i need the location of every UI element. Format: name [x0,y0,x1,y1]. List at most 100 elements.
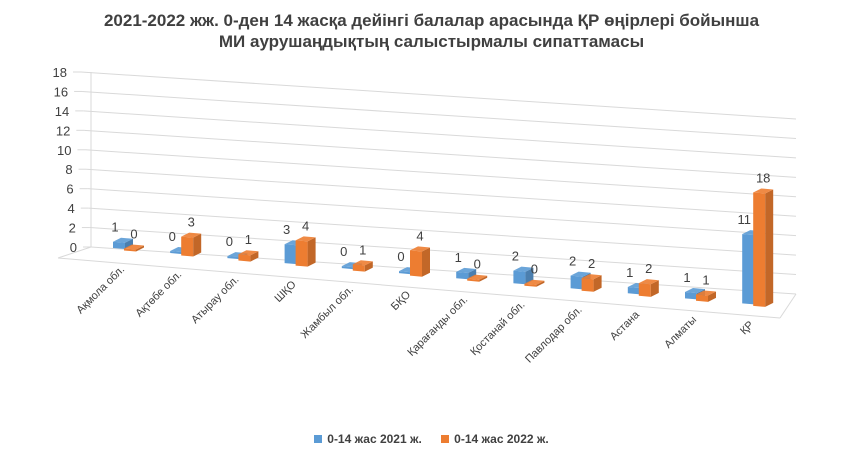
data-label: 1 [683,270,690,285]
bar-2022 [295,236,316,267]
bar-side-face [468,268,477,280]
gridline [86,168,797,217]
y-tick-label: 18 [53,65,67,80]
bar-front-face [570,275,583,290]
bar-2022 [467,274,488,282]
legend-label-series-1: 0-14 жас 2021 ж. [327,432,422,446]
bar-side-face [136,245,144,252]
legend-item-series-1: 0-14 жас 2021 ж. [314,432,422,446]
floor-edge-left [57,246,92,259]
category-label: Павлодар обл. [523,304,585,366]
bar-side-face [479,275,488,282]
category-label: ҚР [738,319,756,337]
bar-front-face [227,256,240,260]
data-label: 11 [737,212,751,227]
bar-front-face [410,250,422,277]
legend-label-series-2: 0-14 жас 2022 ж. [454,432,549,446]
category-label: Астана [608,308,643,343]
bar-front-face [399,271,411,275]
data-label: 2 [512,249,519,264]
bar-side-face [250,251,259,262]
chart-legend: 0-14 жас 2021 ж. 0-14 жас 2022 ж. [0,432,863,446]
data-label: 1 [702,273,709,288]
gridline [87,188,797,237]
bar-side-face [364,261,373,272]
bar-2022 [696,290,716,302]
bar-front-face [581,278,594,292]
bar-side-face [593,275,602,292]
category-label: Ақтөбе обл. [133,269,184,320]
floor-edge-right [779,293,797,319]
gridline [82,90,797,139]
bar-front-face [524,283,537,287]
chart-title: 2021-2022 жж. 0-ден 14 жасқа дейінгі бал… [0,10,863,52]
bar-front-face [170,251,183,255]
gridline [89,227,797,276]
gridline [85,149,797,198]
data-label: 1 [111,220,118,235]
data-label: 2 [569,254,576,269]
bar-front-face [456,271,469,280]
bar-side-face [650,280,659,297]
bar-front-face [685,292,697,300]
category-label: Атырау обл. [189,274,241,326]
bar-top-face [456,267,477,273]
data-label: 0 [340,244,347,259]
gridline [90,246,797,295]
bar-front-face [341,266,354,270]
floor-edge-front [57,257,781,319]
data-label: 3 [283,222,290,237]
legend-item-series-2: 0-14 жас 2022 ж. [441,432,549,446]
bar-top-face [753,188,774,194]
bar-front-face [467,278,480,282]
bar-side-face [765,189,774,307]
bar-top-face [113,237,133,243]
bar-side-face [708,291,716,302]
data-label: 1 [245,232,252,247]
bar-top-face [696,290,716,296]
bar-2022 [581,274,602,292]
bar-2022 [181,232,202,257]
data-label: 0 [474,257,481,272]
gridline [80,71,797,120]
category-label: Ақмола обл. [74,264,127,317]
y-tick-label: 12 [56,123,70,138]
category-label: БҚО [389,288,413,312]
bar-top-face [352,260,373,266]
legend-swatch-series-2 [441,435,450,443]
data-label: 0 [531,262,538,277]
y-tick-label: 14 [55,104,69,119]
bar-front-face [627,287,640,295]
chart-title-line-1: 2021-2022 жж. 0-ден 14 жасқа дейінгі бал… [103,11,760,30]
y-tick-label: 10 [57,143,71,158]
bar-2021 [513,266,534,285]
bar-2022 [124,244,144,252]
bar-front-face [352,264,365,272]
category-label: ШҚО [273,278,300,305]
bar-top-face [467,274,488,280]
bar-front-face [113,241,125,250]
data-label: 4 [302,218,309,233]
data-label: 1 [359,242,366,257]
category-label: Қарағанды обл. [405,294,470,359]
data-label: 0 [226,234,233,249]
data-label: 2 [645,261,652,276]
bar-front-face [284,244,297,265]
chart-title-line-2: МИ аурушаңдықтың салыстырмалы сипаттамас… [218,32,645,51]
bar-2021 [456,267,477,280]
bar-side-face [422,247,430,277]
bar-front-face [753,192,766,307]
gridline [84,129,797,178]
bar-top-face [295,236,316,242]
bar-top-face [238,250,259,256]
data-label: 1 [626,265,633,280]
bar-side-face [125,238,133,250]
bar-front-face [696,294,708,302]
bar-top-face [513,266,534,272]
bar-top-face [181,232,202,238]
category-label: Жамбыл обл. [299,284,356,341]
bar-2022 [352,260,373,272]
data-label: 1 [455,250,462,265]
